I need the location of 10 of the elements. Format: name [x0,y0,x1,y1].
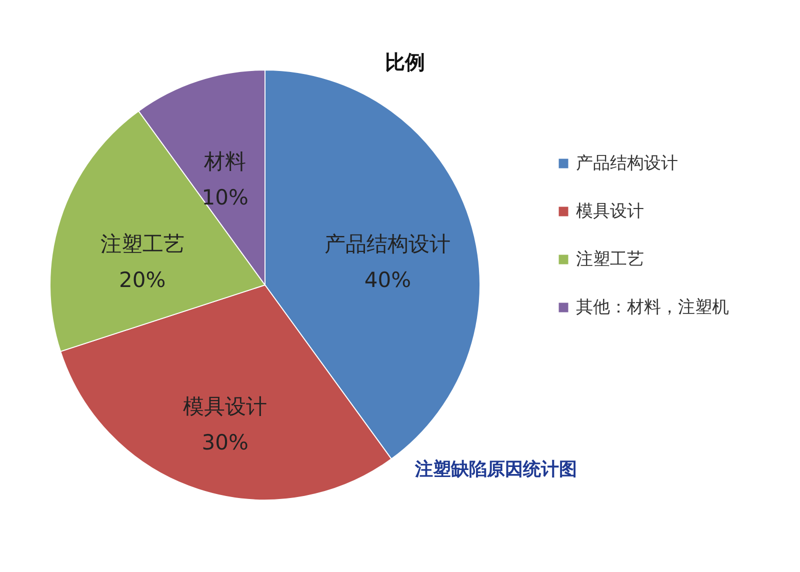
chart-title: 比例 [385,50,425,74]
legend-label: 产品结构设计 [576,154,678,174]
legend-label: 模具设计 [576,202,644,222]
data-label: 产品结构设计 40% [324,232,451,292]
legend-label: 注塑工艺 [576,250,644,270]
legend-label: 其他：材料，注塑机 [576,298,729,318]
data-label: 注塑工艺 20% [100,232,184,292]
data-label: 模具设计 30% [183,394,268,455]
data-label: 材料 10% [202,149,248,210]
text: 注塑缺陷原因统计图 [414,459,577,480]
